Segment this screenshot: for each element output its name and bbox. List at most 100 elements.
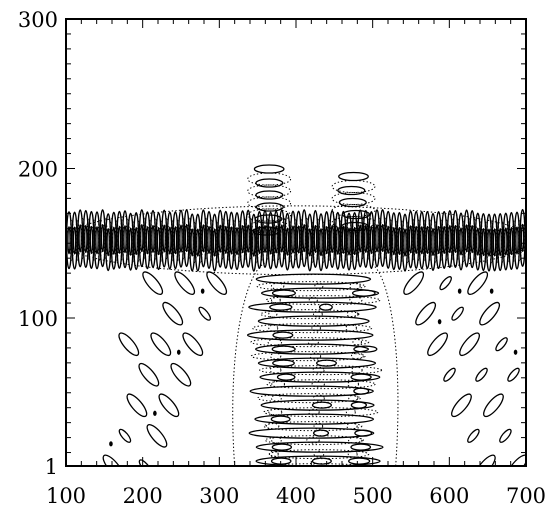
oblique-contour <box>162 301 184 326</box>
packet-contour <box>255 343 370 355</box>
packet-contour <box>311 401 332 409</box>
oblique-dot <box>109 441 113 447</box>
band-contour <box>168 226 172 255</box>
plot-frame <box>65 18 527 467</box>
band-contour <box>295 210 302 269</box>
packet-contour <box>264 435 364 446</box>
packet-contour <box>314 282 324 290</box>
packet-contour <box>311 457 332 465</box>
band-contour <box>224 225 228 254</box>
band-contour <box>469 210 476 269</box>
x-tick-label: 500 <box>353 484 393 508</box>
band-contour <box>161 209 168 268</box>
packet-contour <box>248 427 375 439</box>
band-contour <box>380 223 385 253</box>
packet-contour <box>268 450 279 458</box>
packet-contour <box>270 457 292 465</box>
band-contour <box>201 224 206 253</box>
oblique-dot <box>176 349 181 355</box>
packet-contour <box>312 310 323 318</box>
band-contour <box>82 209 89 269</box>
upper-lobe-contour <box>255 190 284 200</box>
oblique-contour <box>158 393 180 418</box>
band-contour <box>121 210 129 269</box>
band-contour <box>78 224 82 253</box>
band-contour <box>491 213 498 272</box>
packet-edge <box>232 262 265 466</box>
upper-lobe-contour <box>247 196 292 210</box>
band-contour <box>222 210 229 269</box>
oblique-contour <box>451 306 464 321</box>
oblique-contour <box>126 393 148 418</box>
band-contour <box>485 213 493 272</box>
band-contour <box>173 226 178 255</box>
band-contour <box>502 212 509 271</box>
band-contour <box>448 224 452 254</box>
y-tick-label: 100 <box>18 307 58 331</box>
band-contour <box>184 223 189 253</box>
oblique-contour <box>459 332 480 357</box>
band-contour <box>112 226 116 255</box>
packet-contour <box>265 295 381 306</box>
packet-contour <box>311 324 321 332</box>
packet-contour <box>272 359 295 367</box>
band-contour <box>302 224 306 253</box>
packet-contour <box>306 436 320 444</box>
band-contour <box>452 209 459 268</box>
band-contour <box>519 208 526 267</box>
band-contour <box>257 225 262 255</box>
band-contour <box>368 210 375 270</box>
band-contour <box>435 210 442 270</box>
band-contour <box>229 226 234 255</box>
band-contour <box>212 228 217 257</box>
packet-contour <box>255 455 381 466</box>
band-contour <box>463 209 470 268</box>
oblique-contour <box>206 271 228 295</box>
packet-contour <box>271 443 293 451</box>
oblique-contour <box>403 271 425 295</box>
packet-contour <box>349 282 361 290</box>
packet-contour <box>270 282 285 290</box>
band-contour <box>481 227 486 257</box>
packet-contour <box>352 338 362 346</box>
band-contour <box>151 224 155 254</box>
band-contour <box>99 209 106 268</box>
band-contour <box>306 213 313 272</box>
packet-contour <box>256 281 366 292</box>
packet-contour <box>271 296 281 304</box>
upper-lobe-contour <box>338 197 367 208</box>
band-contour <box>274 225 278 254</box>
packet-contour <box>313 450 325 458</box>
packet-contour <box>263 407 379 418</box>
band-contour <box>508 211 515 271</box>
band-contour <box>446 210 453 269</box>
x-tick-label: 200 <box>123 484 163 508</box>
packet-contour <box>270 415 291 423</box>
band-contour <box>441 210 448 270</box>
band-contour <box>93 211 101 270</box>
band-contour <box>211 213 218 272</box>
x-tick-label: 300 <box>199 484 239 508</box>
band-contour <box>358 224 362 253</box>
band-contour <box>425 225 430 255</box>
upper-lobe-contour <box>338 171 369 182</box>
upper-lobe-contour <box>247 172 292 186</box>
packet-contour <box>349 296 363 304</box>
oblique-contour <box>443 367 456 382</box>
band-contour <box>319 228 323 257</box>
band-contour <box>375 224 379 253</box>
band-contour <box>341 225 346 254</box>
oblique-contour <box>102 454 124 466</box>
band-contour <box>334 211 341 270</box>
packet-contour <box>250 351 366 362</box>
oblique-contour <box>170 362 192 387</box>
band-contour <box>190 228 194 257</box>
packet-contour <box>269 366 282 374</box>
packet-contour <box>353 387 370 395</box>
band-contour <box>145 226 150 255</box>
upper-lobe-contour <box>255 202 284 212</box>
band-contour <box>364 224 368 253</box>
packet-contour <box>346 422 358 430</box>
band-contour <box>233 212 241 271</box>
oblique-contour <box>474 454 496 466</box>
